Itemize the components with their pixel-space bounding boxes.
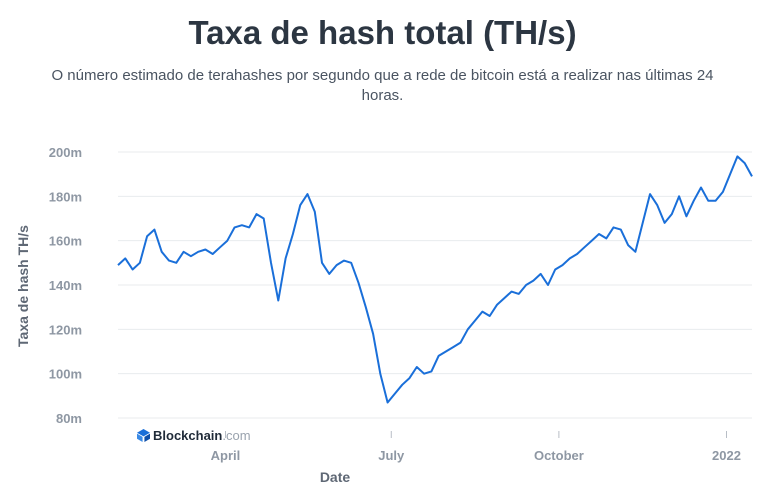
grid-lines <box>118 151 752 419</box>
y-tick-label: 80m <box>56 411 82 426</box>
chart-title: Taxa de hash total (TH/s) <box>188 14 577 51</box>
y-tick-label: 200m <box>49 145 82 160</box>
y-tick-label: 120m <box>49 322 82 337</box>
y-tick-label: 100m <box>49 367 82 382</box>
x-tick-label: October <box>534 448 584 463</box>
x-axis-ticks: April July October 2022 <box>211 431 741 463</box>
y-tick-label: 140m <box>49 278 82 293</box>
x-axis-label: Date <box>320 469 351 485</box>
x-tick-label: April <box>211 448 241 463</box>
y-axis-label: Taxa de hash TH/s <box>15 225 31 347</box>
hash-rate-line <box>117 155 753 404</box>
x-tick-label: July <box>378 448 405 463</box>
y-tick-label: 180m <box>49 189 82 204</box>
y-axis-ticks: 200m 180m 160m 140m 120m 100m 80m <box>49 145 82 426</box>
x-tick-label: 2022 <box>712 448 741 463</box>
blockchain-logo-icon <box>137 429 150 442</box>
y-tick-label: 160m <box>49 234 82 249</box>
chart-subtitle: O número estimado de terahashes por segu… <box>51 67 714 104</box>
blockchain-watermark: Blockchain.com <box>137 428 251 443</box>
series-lines <box>117 155 753 404</box>
